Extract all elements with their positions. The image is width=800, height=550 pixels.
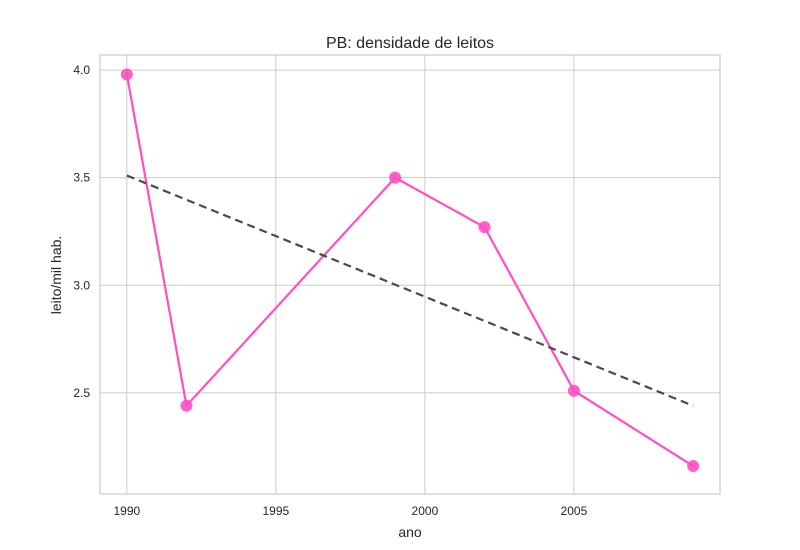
x-tick-label: 1995 [263, 504, 290, 518]
x-axis-label: ano [398, 524, 422, 540]
trend-line [126, 174, 694, 407]
x-tick-label: 2005 [561, 504, 588, 518]
chart-title: PB: densidade de leitos [326, 35, 494, 52]
grid [100, 55, 720, 494]
x-tick-label: 2000 [412, 504, 439, 518]
x-tick-label: 1990 [113, 504, 140, 518]
data-series-line [125, 74, 694, 467]
data-point [389, 171, 402, 184]
y-tick-label: 2.5 [73, 386, 90, 400]
data-point [567, 384, 580, 397]
data-point [120, 68, 133, 81]
series-layer [120, 68, 700, 473]
tick-labels: 1990 1995 2000 2005 2.5 3.0 3.5 4.0 [73, 63, 587, 518]
y-tick-label: 4.0 [73, 63, 90, 77]
data-point [478, 221, 491, 234]
data-point [180, 399, 193, 412]
plot-frame [99, 54, 721, 495]
y-tick-label: 3.0 [73, 278, 90, 292]
y-tick-label: 3.5 [73, 171, 90, 185]
y-axis-label: leito/mil hab. [48, 236, 64, 315]
data-point [687, 460, 700, 473]
